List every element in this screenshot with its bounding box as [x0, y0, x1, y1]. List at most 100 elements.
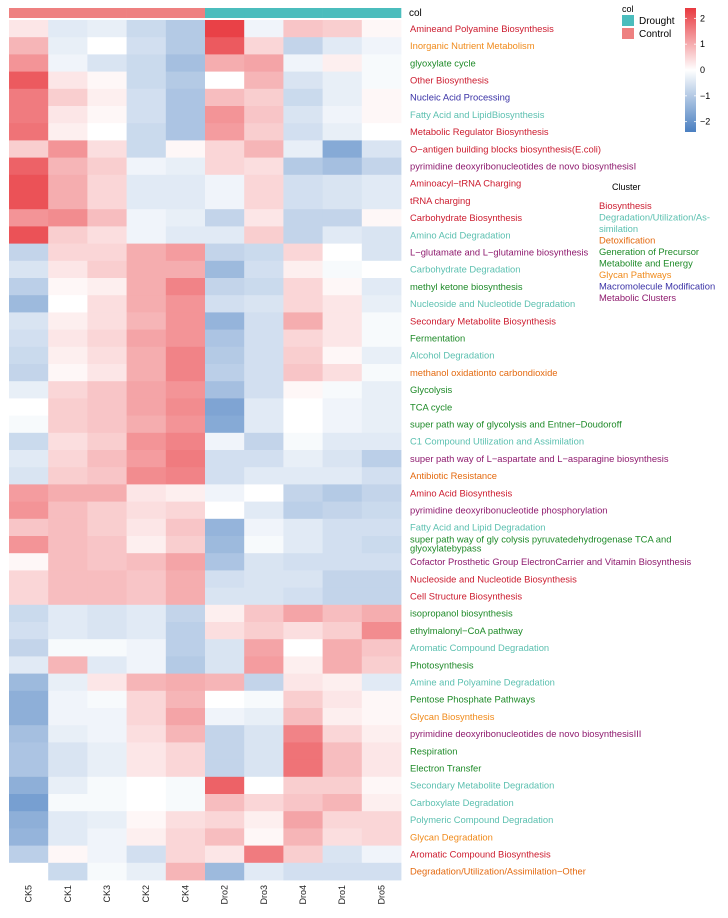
heatmap-cell: [9, 604, 49, 623]
heatmap-cell: [165, 278, 206, 296]
heatmap-cell: [165, 794, 206, 812]
column-label: CK4: [180, 885, 190, 903]
heatmap-cell: [205, 794, 245, 812]
annotation-title: col: [409, 8, 422, 19]
heatmap-cell: [205, 329, 245, 348]
heatmap-cell: [244, 518, 284, 537]
heatmap-cell: [126, 157, 167, 176]
heatmap-cell: [165, 71, 206, 90]
heatmap-cell: [244, 71, 284, 90]
heatmap-cell: [87, 690, 127, 709]
heatmap-cell: [244, 346, 284, 365]
heatmap-cell: [283, 312, 323, 330]
heatmap-cell: [87, 329, 127, 348]
heatmap-cell: [165, 673, 206, 692]
row-label: Pentose Phosphate Pathways: [410, 694, 535, 705]
heatmap-cell: [205, 845, 245, 864]
annotation-cell: [165, 8, 206, 18]
heatmap-cell: [9, 553, 49, 571]
heatmap-cell: [165, 811, 206, 829]
heatmap-cell: [244, 243, 284, 262]
heatmap-cell: [87, 346, 127, 365]
heatmap-cell: [244, 811, 284, 829]
heatmap-cell: [283, 828, 323, 846]
heatmap-cell: [361, 346, 402, 365]
heatmap-cell: [205, 260, 245, 279]
heatmap-cell: [165, 570, 206, 588]
heatmap-cell: [244, 708, 284, 726]
heatmap-cell: [9, 622, 49, 640]
heatmap-cell: [283, 381, 323, 399]
heatmap-cell: [283, 845, 323, 864]
heatmap-cell: [361, 71, 402, 90]
heatmap-cell: [9, 432, 49, 451]
heatmap-cell: [361, 432, 402, 451]
heatmap-cell: [205, 71, 245, 90]
heatmap-cell: [283, 260, 323, 279]
heatmap-cell: [283, 553, 323, 571]
heatmap-cell: [48, 484, 88, 502]
heatmap-cell: [283, 329, 323, 348]
column-label: Dro5: [376, 885, 386, 905]
heatmap-cell: [244, 553, 284, 571]
heatmap-cell: [322, 329, 363, 348]
heatmap-cells: [9, 20, 402, 881]
heatmap-cell: [126, 845, 167, 864]
heatmap-cell: [87, 501, 127, 520]
heatmap-cell: [9, 776, 49, 795]
heatmap-cell: [87, 742, 127, 760]
heatmap-cell: [361, 157, 402, 176]
cluster-legend-item: Detoxification: [599, 235, 655, 246]
annotation-cell: [244, 8, 284, 18]
heatmap-cell: [244, 295, 284, 313]
heatmap-cell: [48, 725, 88, 743]
heatmap-cell: [126, 71, 167, 90]
heatmap-cell: [283, 604, 323, 623]
heatmap-cell: [48, 329, 88, 348]
heatmap-cell: [9, 673, 49, 692]
heatmap-cell: [48, 364, 88, 382]
heatmap-cell: [283, 742, 323, 760]
heatmap-cell: [126, 20, 167, 38]
heatmap-cell: [205, 811, 245, 829]
heatmap-cell: [87, 570, 127, 588]
heatmap-cell: [87, 174, 127, 193]
row-label: Glycolysis: [410, 384, 453, 395]
heatmap-cell: [283, 415, 323, 434]
heatmap-cell: [283, 174, 323, 193]
column-label: CK3: [102, 885, 112, 903]
heatmap-cell: [283, 622, 323, 640]
row-label: tRNA charging: [410, 195, 470, 206]
heatmap-cell: [361, 759, 402, 778]
heatmap-cell: [48, 226, 88, 244]
heatmap-cell: [48, 398, 88, 416]
heatmap-cell: [205, 209, 245, 227]
heatmap-cell: [165, 845, 206, 864]
heatmap-cell: [48, 622, 88, 640]
heatmap-cell: [322, 450, 363, 468]
heatmap-cell: [361, 37, 402, 55]
heatmap-cell: [322, 862, 363, 881]
heatmap-cell: [165, 656, 206, 674]
heatmap-cell: [48, 862, 88, 881]
heatmap-cell: [361, 467, 402, 485]
heatmap-cell: [244, 639, 284, 657]
heatmap-cell: [48, 106, 88, 124]
heatmap-cell: [205, 639, 245, 657]
heatmap-cell: [322, 725, 363, 743]
heatmap-cell: [9, 398, 49, 416]
heatmap-cell: [205, 432, 245, 451]
heatmap-cell: [9, 845, 49, 864]
heatmap-cell: [205, 243, 245, 262]
heatmap-cell: [126, 776, 167, 795]
heatmap-cell: [87, 484, 127, 502]
column-labels: CK5 CK1 CK3 CK2 CK4 Dro2 Dro3 Dro4 Dro1 Dro5: [24, 885, 387, 905]
heatmap-cell: [322, 226, 363, 244]
heatmap-cell: [126, 364, 167, 382]
heatmap-cell: [244, 415, 284, 434]
row-label: C1 Compound Utilization and Assimilation: [410, 436, 584, 447]
row-label: super path way of glycolysis and Entner−…: [410, 419, 622, 430]
heatmap-cell: [126, 759, 167, 778]
heatmap-cell: [283, 725, 323, 743]
heatmap-cell: [48, 690, 88, 709]
